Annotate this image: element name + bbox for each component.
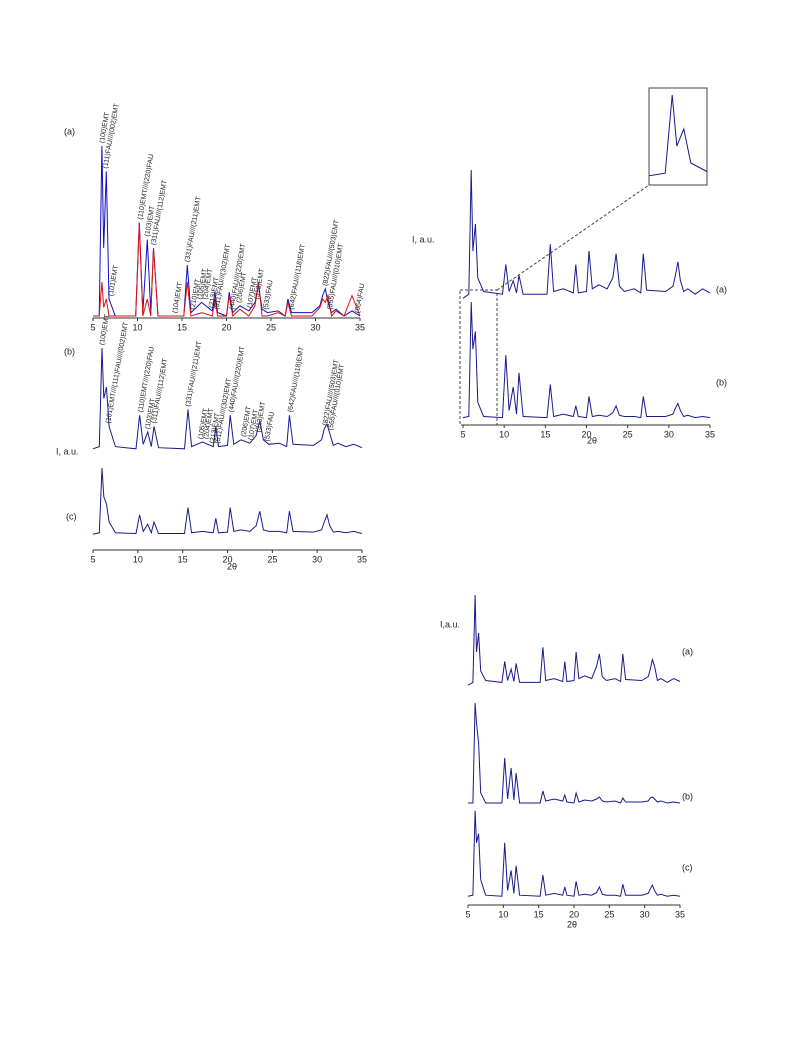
x-tick-label: 10 (498, 909, 508, 919)
x-tick-label: 35 (355, 322, 365, 332)
pattern-line (467, 594, 681, 686)
inset-frame (648, 87, 708, 186)
x-tick-label: 25 (266, 322, 276, 332)
series-label: (a) (64, 126, 75, 136)
x-tick-label: 20 (221, 322, 231, 332)
series-label: (c) (682, 862, 693, 872)
pattern-line (462, 169, 711, 299)
x-tick-label: 25 (623, 429, 633, 439)
x-tick-label: 20 (222, 554, 232, 564)
x-axis-label: 2θ (227, 561, 237, 571)
y-axis-label: I,a.u. (440, 619, 460, 629)
peak-annotation: (104)EMT (172, 281, 184, 314)
x-tick-label: 30 (312, 554, 322, 564)
pattern-line (93, 145, 361, 317)
x-tick-label: 30 (640, 909, 650, 919)
series-label: (c) (66, 511, 77, 521)
x-tick-label: 15 (177, 322, 187, 332)
x-axis-label: 2θ (587, 435, 597, 445)
peak-annotation: (101)EMT (108, 264, 120, 297)
x-tick-label: 30 (664, 429, 674, 439)
x-tick-label: 5 (465, 909, 470, 919)
peak-annotation: (311)FAU///(112)EMT (151, 357, 169, 424)
series-label: (a) (716, 284, 727, 294)
x-tick-label: 20 (569, 909, 579, 919)
series-label: (a) (682, 646, 693, 656)
x-tick-label: 25 (604, 909, 614, 919)
peak-annotation: (331)FAU///(211)EMT (184, 195, 203, 262)
peak-annotation: (642)FAU///(118)EMT (287, 346, 306, 413)
series-label: (b) (682, 791, 693, 801)
x-tick-label: 15 (534, 909, 544, 919)
inset-line (648, 94, 708, 177)
peak-annotation: (101)EMT///(111)FAU///(002)EMT (105, 321, 130, 424)
pattern-line (93, 222, 361, 318)
x-tick-label: 35 (357, 554, 367, 564)
pattern-line (92, 467, 363, 535)
series-label: (b) (716, 377, 727, 387)
x-tick-label: 30 (310, 322, 320, 332)
x-tick-label: 5 (460, 429, 465, 439)
y-axis-label: I, a.u. (56, 446, 79, 456)
pattern-line (467, 810, 681, 897)
x-tick-label: 15 (178, 554, 188, 564)
x-tick-label: 35 (705, 429, 715, 439)
x-tick-label: 15 (540, 429, 550, 439)
peak-annotation: (533)FAU (264, 411, 276, 442)
y-axis-label: I, a.u. (412, 234, 435, 244)
peak-annotation: (664)FAU (354, 283, 366, 314)
x-tick-label: 25 (267, 554, 277, 564)
x-tick-label: 10 (132, 322, 142, 332)
pattern-line (468, 702, 681, 804)
pattern-line (92, 347, 363, 450)
x-axis-label: 2θ (567, 919, 577, 929)
peak-annotation: (331)FAU///(211)EMT (185, 340, 204, 407)
peak-annotation: (642)FAU///(118)EMT (288, 243, 307, 310)
x-tick-label: 35 (675, 909, 685, 919)
series-label: (b) (64, 346, 75, 356)
x-tick-label: 20 (581, 429, 591, 439)
x-tick-label: 5 (90, 322, 95, 332)
x-tick-label: 10 (133, 554, 143, 564)
peak-annotation: (533)FAU (263, 280, 275, 311)
pattern-line (462, 301, 711, 419)
x-tick-label: 10 (499, 429, 509, 439)
zoom-connector (496, 184, 650, 291)
x-tick-label: 5 (90, 554, 95, 564)
